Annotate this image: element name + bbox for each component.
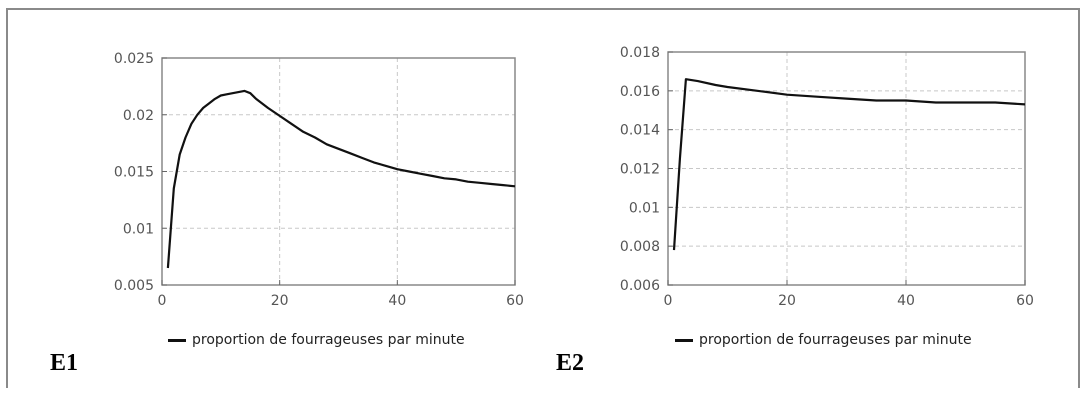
y-tick-label: 0.006	[620, 278, 660, 294]
x-tick-label: 20	[778, 293, 796, 309]
x-tick-label: 0	[158, 293, 167, 309]
x-tick-label: 0	[664, 293, 673, 309]
y-tick-label: 0.005	[114, 278, 154, 294]
legend-e2: proportion de fourrageuses par minute	[675, 332, 972, 348]
x-tick-label: 40	[388, 293, 406, 309]
y-tick-label: 0.015	[114, 165, 154, 181]
y-tick-label: 0.012	[620, 162, 660, 178]
panel-label-e1: E1	[50, 350, 79, 376]
x-tick-label: 40	[897, 293, 915, 309]
y-tick-label: 0.01	[629, 200, 660, 216]
x-tick-label: 60	[1016, 293, 1034, 309]
series-line	[166, 89, 516, 269]
y-tick-label: 0.018	[620, 45, 660, 61]
x-tick-label: 20	[271, 293, 289, 309]
legend-label-e1: proportion de fourrageuses par minute	[192, 332, 465, 348]
y-tick-label: 0.025	[114, 51, 154, 67]
figure-frame	[6, 8, 1080, 388]
legend-swatch-e2	[675, 338, 693, 342]
chart-e2: 0 20 40 60 0.006 0.008 0.01 0.012 0.014 0.016 0.01…	[620, 45, 1034, 309]
panel-label-e2: E2	[556, 350, 585, 376]
y-tick-label: 0.02	[123, 108, 154, 124]
legend-e1: proportion de fourrageuses par minute	[168, 332, 465, 348]
y-tick-label: 0.01	[123, 221, 154, 237]
legend-swatch-e1	[168, 338, 186, 342]
y-tick-label: 0.014	[620, 123, 660, 139]
series-line	[672, 78, 1026, 251]
legend-label-e2: proportion de fourrageuses par minute	[699, 332, 972, 348]
y-tick-label: 0.008	[620, 239, 660, 255]
y-tick-label: 0.016	[620, 84, 660, 100]
chart-e1: 0 20 40 60 0.005 0.01 0.015 0.02 0.025	[114, 51, 524, 309]
x-tick-label: 60	[506, 293, 524, 309]
